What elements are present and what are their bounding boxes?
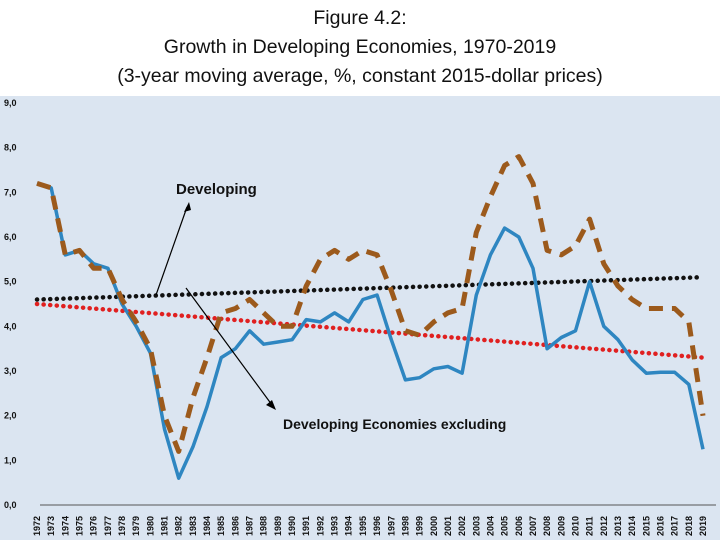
x-tick-label: 1976	[89, 516, 99, 536]
plot-background	[0, 96, 720, 540]
y-tick-label: 8,0	[4, 143, 17, 153]
y-tick-label: 6,0	[4, 232, 17, 242]
y-tick-label: 1,0	[4, 455, 17, 465]
x-tick-label: 1980	[145, 516, 155, 536]
x-tick-label: 1983	[188, 516, 198, 536]
arrowhead-excluding	[266, 400, 276, 410]
x-tick-label: 2002	[457, 516, 467, 536]
trendline-developing	[34, 274, 706, 302]
x-tick-label: 1996	[372, 516, 382, 536]
series-line-developing	[36, 154, 706, 454]
x-tick-label: 1974	[60, 516, 70, 536]
x-tick-label: 1978	[117, 516, 127, 536]
x-tick-label: 2006	[514, 516, 524, 536]
y-tick-label: 7,0	[4, 187, 17, 197]
x-tick-label: 2019	[698, 516, 708, 536]
chart-title: Figure 4.2: Growth in Developing Economi…	[0, 4, 720, 91]
x-tick-label: 1990	[287, 516, 297, 536]
x-tick-label: 1987	[245, 516, 255, 536]
y-tick-label: 2,0	[4, 411, 17, 421]
x-tick-label: 1993	[330, 516, 340, 536]
y-tick-label: 5,0	[4, 277, 17, 287]
x-tick-label: 2004	[485, 516, 495, 536]
x-tick-label: 1989	[273, 516, 283, 536]
arrow-developing	[155, 206, 188, 296]
x-tick-label: 1975	[75, 516, 85, 536]
x-tick-label: 1995	[358, 516, 368, 536]
y-tick-label: 9,0	[4, 98, 17, 108]
y-tick-label: 3,0	[4, 366, 17, 376]
x-tick-label: 1994	[344, 516, 354, 536]
x-tick-label: 1988	[259, 516, 269, 536]
x-tick-label: 1985	[216, 516, 226, 536]
y-tick-label: 4,0	[4, 321, 17, 331]
arrowhead-developing	[184, 202, 191, 212]
line-chart: 0,0 1,0 2,0 3,0 4,0 5,0 6,0 7,0 8,0 9,0 1972 1973 19…	[0, 96, 720, 540]
y-tick-label: 0,0	[4, 500, 17, 510]
arrow-excluding	[185, 287, 273, 406]
x-tick-label: 2007	[528, 516, 538, 536]
x-tick-label: 2003	[471, 516, 481, 536]
x-tick-label: 2014	[627, 516, 637, 536]
x-tick-label: 2017	[670, 516, 680, 536]
x-tick-label: 2011	[585, 516, 595, 536]
title-line-2: Growth in Developing Economies, 1970-201…	[163, 36, 557, 58]
x-tick-label: 2005	[500, 516, 510, 536]
x-tick-label: 2013	[613, 516, 623, 536]
x-tick-label: 2009	[556, 516, 566, 536]
x-tick-label: 2008	[542, 516, 552, 536]
x-tick-label: 1981	[160, 516, 170, 536]
x-tick-label: 2001	[443, 516, 453, 536]
x-tick-label: 2012	[599, 516, 609, 536]
x-tick-label: 1999	[415, 516, 425, 536]
title-line-1: Figure 4.2:	[313, 7, 407, 29]
series-line-excluding	[36, 181, 705, 480]
annotation-developing: Developing	[176, 181, 257, 198]
x-tick-label: 1986	[230, 516, 240, 536]
x-tick-label: 1972	[32, 516, 42, 536]
x-tick-label: 1973	[46, 516, 56, 536]
title-line-3: (3-year moving average, %, constant 2015…	[117, 65, 603, 87]
x-tick-label: 1984	[202, 516, 212, 536]
x-tick-label: 1982	[174, 516, 184, 536]
trendline-excluding	[34, 301, 706, 360]
x-tick-label: 1977	[103, 516, 113, 536]
annotation-excluding: Developing Economies excluding	[283, 416, 506, 432]
x-tick-label: 2018	[684, 516, 694, 536]
x-tick-label: 1992	[315, 516, 325, 536]
x-tick-label: 2016	[655, 516, 665, 536]
x-tick-label: 2015	[641, 516, 651, 536]
x-tick-label: 1998	[400, 516, 410, 536]
x-tick-label: 1979	[131, 516, 141, 536]
x-tick-label: 2010	[570, 516, 580, 536]
x-tick-label: 1991	[301, 516, 311, 536]
x-tick-label: 2000	[429, 516, 439, 536]
x-tick-label: 1997	[386, 516, 396, 536]
